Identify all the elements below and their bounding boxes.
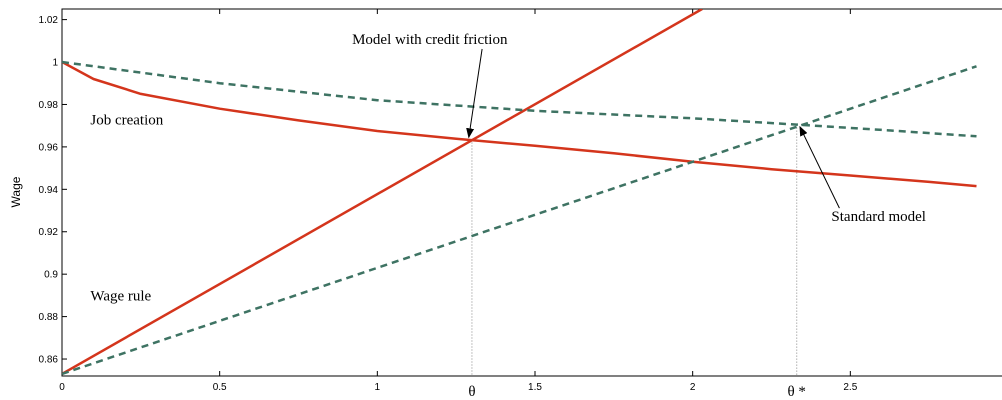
series-line-standard-job-creation: [62, 60, 977, 138]
x-tick-label: 1.5: [528, 382, 542, 393]
y-tick-label: 1: [52, 58, 58, 69]
x-tick-label: 2: [690, 382, 696, 393]
y-tick-label: 0.86: [39, 355, 59, 366]
annotation-job-creation: Job creation: [90, 113, 163, 129]
annotation-arrow-model-credit: [466, 48, 483, 139]
equilibrium-label-theta: θ: [468, 384, 475, 400]
series-line-credit-job-creation: [62, 60, 977, 188]
annotation-arrow-standard-model: [799, 125, 840, 209]
series-line-credit-wage-rule: [62, 9, 703, 375]
series-line-standard-wage-rule: [62, 65, 977, 376]
y-tick-label: 0.92: [39, 227, 59, 238]
y-tick-label: 0.88: [39, 312, 59, 323]
x-tick-label: 1: [375, 382, 381, 393]
y-tick-label: 0.9: [44, 270, 58, 281]
y-tick-label: 0.94: [39, 185, 59, 196]
y-tick-label: 0.96: [39, 142, 59, 153]
x-tick-label: 2.5: [843, 382, 857, 393]
plot-frame: [61, 8, 1002, 377]
annotation-model-credit: Model with credit friction: [352, 32, 508, 48]
x-tick-label: 0: [59, 382, 65, 393]
x-tick-label: 0.5: [213, 382, 227, 393]
y-tick-label: 1.02: [39, 15, 59, 26]
y-axis-label: Wage: [9, 176, 23, 207]
annotation-standard-model: Standard model: [831, 209, 926, 225]
equilibrium-label-theta-star: θ *: [788, 384, 806, 400]
y-tick-label: 0.98: [39, 100, 59, 111]
annotation-wage-rule: Wage rule: [90, 289, 151, 305]
